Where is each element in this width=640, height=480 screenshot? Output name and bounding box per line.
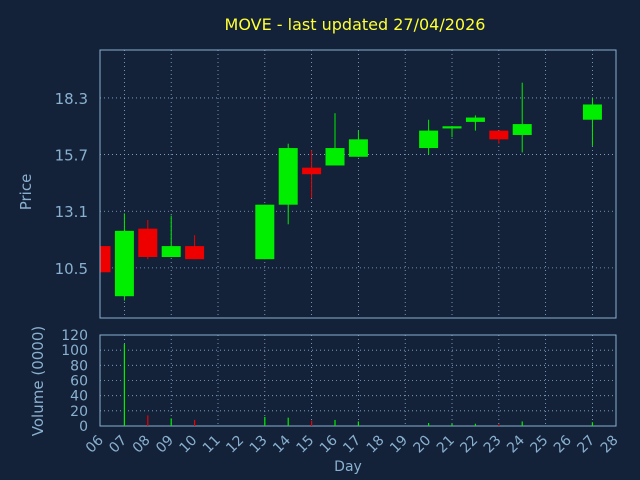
- volume-tick-label: 100: [61, 343, 88, 359]
- candle-body: [278, 148, 298, 205]
- candle-body: [101, 246, 111, 273]
- candle-body: [302, 167, 322, 175]
- volume-tick-label: 120: [61, 328, 88, 344]
- candle-body: [348, 139, 368, 157]
- candle-body: [582, 104, 602, 120]
- candle-body: [114, 230, 134, 297]
- volume-tick-label: 0: [79, 419, 88, 435]
- candle-body: [512, 124, 532, 135]
- price-tick-label: 18.3: [55, 90, 88, 108]
- price-grid: [100, 50, 616, 318]
- candle-body: [138, 228, 158, 257]
- volume-tick-label: 80: [70, 358, 88, 374]
- candle-body: [185, 246, 205, 260]
- x-ticks: 06 07 08 09 10 11 12 13 14 15 16 17 18 19 20 21 22 23 24 25…: [83, 432, 622, 456]
- candles: [100, 82, 602, 301]
- price-tick-label: 13.1: [55, 203, 88, 221]
- volume-bars: [123, 344, 594, 426]
- price-y-ticks: 10.5 13.1 15.7 18.3: [55, 90, 88, 278]
- candle-body: [325, 148, 345, 166]
- price-tick-label: 15.7: [55, 147, 88, 165]
- candle-body: [419, 130, 439, 149]
- volume-axis-label: Volume (0000): [29, 326, 47, 436]
- x-axis-label: Day: [334, 459, 362, 475]
- volume-tick-label: 40: [70, 389, 88, 405]
- chart-title: MOVE - last updated 27/04/2026: [225, 15, 486, 34]
- price-plot-frame: [99, 49, 617, 319]
- price-axis-label: Price: [17, 174, 35, 211]
- candle-body: [489, 130, 509, 140]
- price-tick-label: 10.5: [55, 260, 88, 278]
- candle-body: [465, 117, 485, 122]
- candle-body: [442, 126, 462, 129]
- candle-body: [255, 204, 275, 260]
- volume-tick-label: 60: [70, 374, 88, 390]
- candle-body: [161, 246, 181, 257]
- volume-tick-label: 20: [70, 404, 88, 420]
